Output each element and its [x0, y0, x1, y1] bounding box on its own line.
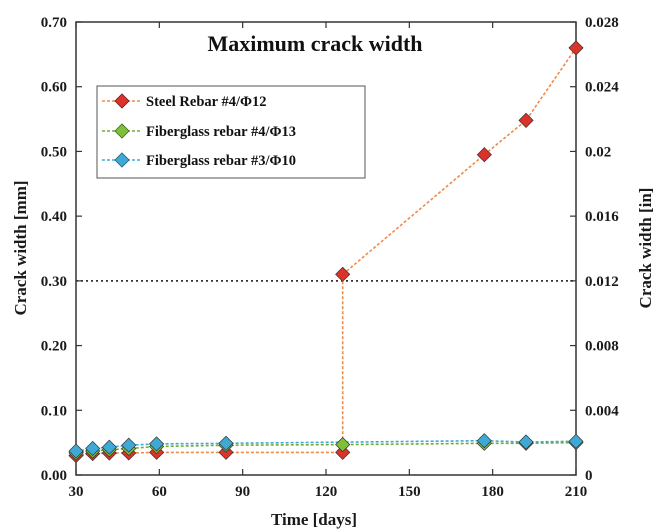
x-axis-title: Time [days] [271, 510, 357, 529]
legend-marker-fiberglass-10 [114, 152, 130, 168]
y-tick-label-right: 0.016 [585, 209, 619, 225]
data-point-steel [476, 147, 492, 163]
y-axis-title-left: Crack width [mm] [11, 180, 30, 315]
legend-marker-fiberglass-13 [114, 123, 130, 139]
x-tick-label: 60 [152, 484, 167, 500]
data-point-steel [335, 266, 351, 282]
legend-label-fiberglass-13: Fiberglass rebar #4/Φ13 [146, 124, 296, 140]
x-tick-label: 30 [69, 484, 84, 500]
y-tick-label-right: 0.028 [585, 15, 619, 31]
x-tick-label: 180 [481, 484, 504, 500]
legend-label-fiberglass-10: Fiberglass rebar #3/Φ10 [146, 153, 296, 169]
series-line-fiberglass-13 [75, 441, 577, 454]
data-point-fiberglass-10 [568, 433, 584, 449]
data-point-steel [518, 112, 534, 128]
y-tick-label-left: 0.70 [41, 15, 67, 31]
data-point-fiberglass-10 [68, 443, 84, 459]
data-point-steel [568, 40, 584, 56]
data-point-fiberglass-10 [476, 433, 492, 449]
y-tick-label-right: 0.02 [585, 144, 611, 160]
y-tick-label-left: 0.60 [41, 80, 67, 96]
x-tick-label: 150 [398, 484, 421, 500]
x-tick-label: 210 [565, 484, 588, 500]
y-tick-label-right: 0.004 [585, 403, 619, 419]
data-point-fiberglass-10 [101, 439, 117, 455]
legend-entry-steel: Steel Rebar #4/Φ12 [102, 93, 267, 110]
data-point-fiberglass-13 [335, 436, 351, 453]
legend: Steel Rebar #4/Φ12 Fiberglass rebar #4/Φ… [96, 85, 366, 179]
y-tick-label-right: 0.008 [585, 339, 619, 355]
y-tick-label-right: 0.012 [585, 274, 619, 290]
y-tick-label-left: 0.10 [41, 403, 67, 419]
data-point-fiberglass-10 [518, 434, 534, 450]
legend-entry-fiberglass-10: Fiberglass rebar #3/Φ10 [102, 152, 296, 169]
data-point-fiberglass-10 [218, 435, 234, 451]
x-tick-label: 90 [235, 484, 250, 500]
y-tick-label-right: 0.024 [585, 80, 619, 96]
data-point-fiberglass-10 [148, 436, 165, 452]
y-tick-label-left: 0.40 [41, 209, 67, 225]
data-point-steel [335, 444, 351, 460]
data-point-fiberglass-10 [121, 437, 137, 453]
y-tick-label-left: 0.20 [41, 339, 67, 355]
y-tick-label-right: 0 [585, 468, 593, 484]
legend-entry-fiberglass-13: Fiberglass rebar #4/Φ13 [102, 123, 296, 140]
data-point-fiberglass-10 [85, 440, 101, 457]
y-tick-label-left: 0.00 [41, 468, 67, 484]
x-tick-label: 120 [315, 484, 338, 500]
y-tick-label-left: 0.50 [41, 144, 67, 160]
chart-title: Maximum crack width [207, 31, 422, 56]
legend-marker-steel [114, 93, 130, 109]
y-axis-title-right: Crack width [in] [636, 188, 655, 309]
legend-box [96, 85, 366, 179]
y-tick-label-left: 0.30 [41, 274, 67, 290]
legend-label-steel: Steel Rebar #4/Φ12 [146, 94, 267, 110]
